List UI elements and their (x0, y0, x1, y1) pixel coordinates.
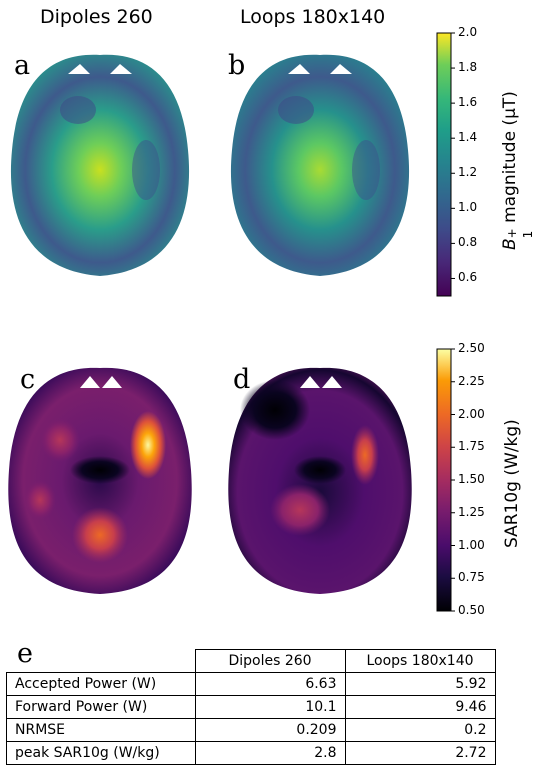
sar-colorbar-tick-label: 1.50 (458, 472, 485, 486)
b1-colorbar-tick-label: 2.0 (458, 25, 478, 39)
sar-colorbar-tick-label: 0.75 (458, 570, 485, 585)
b1-colorbar-tick-label: 1.0 (458, 200, 478, 215)
b1-colorbar-tick-label: 1.8 (458, 60, 478, 75)
panel-b-b1-map-loops (230, 54, 410, 276)
column-title-loops: Loops 180x140 (240, 6, 386, 28)
b1-colorbar-tick-label: 1.4 (458, 130, 478, 145)
b1-colorbar-tick-label: 0.8 (458, 235, 478, 250)
row-value-loops: 5.92 (344, 672, 496, 696)
table-row: Forward Power (W) 10.1 9.46 (6, 695, 496, 719)
row-label: NRMSE (6, 718, 196, 742)
panel-letter-e: e (17, 638, 33, 669)
sar-colorbar-tick-label: 1.25 (458, 504, 485, 519)
row-value-dipoles: 0.209 (194, 718, 346, 742)
b1-colorbar-tick-label: 0.6 (458, 270, 478, 285)
row-value-dipoles: 10.1 (194, 695, 346, 719)
b1-colorbar-tick-label: 1.6 (458, 95, 478, 110)
table-row: peak SAR10g (W/kg) 2.8 2.72 (6, 741, 496, 765)
b1-colorbar-label: B +1 magnitude (µT) (500, 91, 535, 250)
table-header-row: Dipoles 260 Loops 180x140 (7, 649, 496, 673)
row-value-dipoles: 2.8 (194, 741, 346, 765)
b1-colorbar-tick-label: 1.2 (458, 165, 478, 180)
sar-colorbar-tick-label: 2.25 (458, 373, 485, 388)
row-value-dipoles: 6.63 (194, 672, 346, 696)
panel-c-sar-map-dipoles (8, 367, 192, 594)
row-value-loops: 0.2 (344, 718, 496, 742)
row-value-loops: 9.46 (344, 695, 496, 719)
sar-colorbar-tick-label: 1.00 (458, 537, 485, 552)
sar-colorbar-tick-label: 0.50 (458, 603, 485, 617)
panel-letter-d: d (233, 364, 251, 395)
row-label: Accepted Power (W) (6, 672, 196, 696)
table-row: Accepted Power (W) 6.63 5.92 (6, 672, 496, 696)
b1-colorbar (436, 32, 452, 297)
sar-colorbar-tick-label: 1.75 (458, 439, 485, 454)
sar-colorbar (436, 348, 452, 612)
table-row: NRMSE 0.209 0.2 (6, 718, 496, 742)
table-header-dipoles: Dipoles 260 (194, 649, 346, 673)
panel-letter-b: b (228, 50, 246, 81)
panel-letter-c: c (20, 364, 36, 395)
sar-colorbar-tick-label: 2.50 (458, 341, 485, 355)
sar-colorbar-tick-label: 2.00 (458, 406, 485, 421)
panel-d-sar-map-loops (228, 367, 412, 594)
table-header-loops: Loops 180x140 (344, 649, 496, 673)
panel-a-b1-map-dipoles (10, 54, 190, 276)
row-label: Forward Power (W) (6, 695, 196, 719)
sar-colorbar-label: SAR10g (W/kg) (502, 419, 522, 548)
results-table: Dipoles 260 Loops 180x140 Accepted Power… (6, 649, 496, 765)
row-value-loops: 2.72 (344, 741, 496, 765)
column-title-dipoles: Dipoles 260 (40, 6, 153, 28)
row-label: peak SAR10g (W/kg) (6, 741, 196, 765)
panel-letter-a: a (14, 50, 31, 81)
